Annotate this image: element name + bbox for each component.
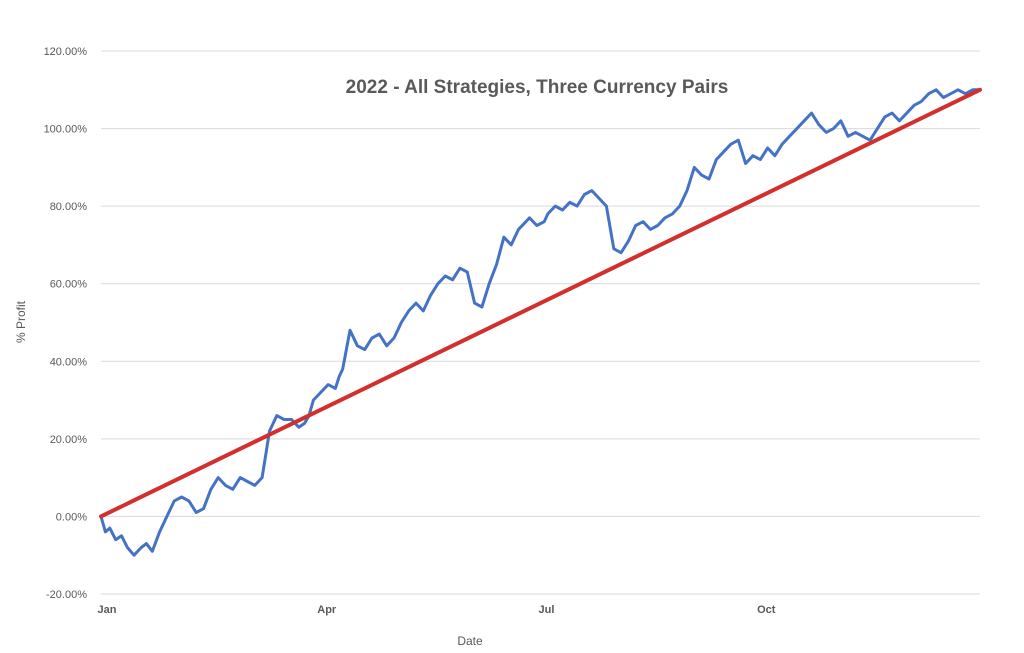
profit-series-line [99, 88, 982, 557]
y-tick-label: -20.00% [46, 589, 87, 601]
y-tick-label: 100.00% [44, 124, 88, 136]
y-tick-label: 20.00% [50, 434, 88, 446]
x-tick-label: Oct [757, 604, 776, 616]
y-tick-label: 60.00% [50, 279, 88, 291]
x-tick-label: Jul [539, 604, 555, 616]
y-tick-label: 40.00% [50, 356, 88, 368]
y-tick-label: 80.00% [50, 201, 88, 213]
x-axis-tick-labels: Jan Apr Jul Oct [98, 604, 776, 616]
y-axis-title: % Profit [14, 300, 28, 343]
x-axis-title: Date [457, 634, 483, 648]
chart-title: 2022 - All Strategies, Three Currency Pa… [346, 77, 729, 98]
y-axis-tick-labels: -20.00% 0.00% 20.00% 40.00% 60.00% 80.00% 100.… [44, 46, 88, 601]
y-tick-label: 120.00% [44, 46, 88, 58]
x-tick-label: Jan [98, 604, 117, 616]
series-lines [99, 87, 982, 557]
grid-lines [101, 50, 980, 595]
trend-line [99, 87, 982, 519]
y-tick-label: 0.00% [56, 511, 87, 523]
x-tick-label: Apr [317, 604, 337, 616]
